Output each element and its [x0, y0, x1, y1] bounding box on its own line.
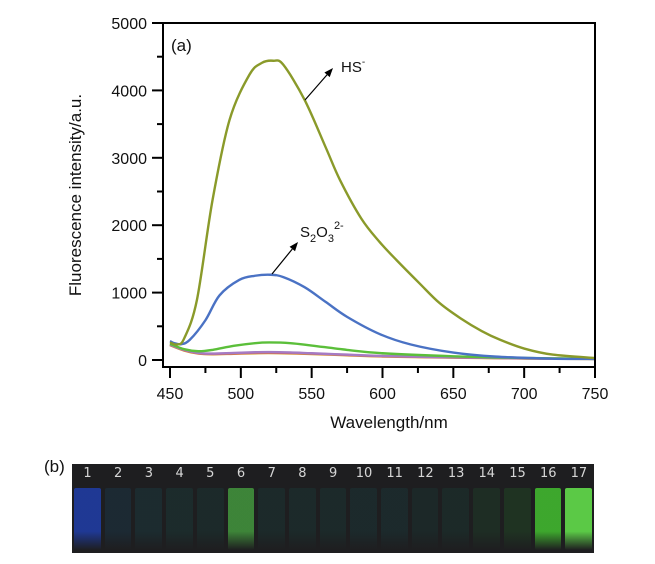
vial-number: 13 — [447, 466, 465, 481]
panel-label-a: (a) — [171, 36, 192, 55]
vial-number: 17 — [570, 466, 588, 481]
x-axis-label: Wavelength/nm — [330, 413, 447, 432]
vial-number: 12 — [417, 466, 434, 481]
y-axis-label: Fluorescence intensity/a.u. — [66, 94, 85, 296]
vial-photo: 1 2 3 4 5 6 7 8 9 10 11 12 13 14 15 16 17 — [72, 464, 594, 553]
annotation-label-hs: HS- — [341, 57, 365, 76]
vial-number: 4 — [175, 466, 184, 481]
s2o3-superscript: 2- — [334, 220, 344, 232]
vial — [74, 488, 101, 550]
vial — [258, 488, 285, 550]
annotation-label-s2o3: S2O32- — [300, 220, 344, 245]
vial — [534, 488, 562, 550]
vial — [411, 488, 439, 550]
x-tick-label: 650 — [440, 386, 467, 403]
hs-text: HS — [341, 59, 362, 76]
vial — [350, 488, 378, 550]
vial — [319, 488, 347, 550]
plot-frame — [162, 22, 596, 368]
arrowhead-s2o3 — [289, 242, 298, 252]
vial — [196, 488, 224, 550]
x-tick-label: 750 — [582, 386, 609, 403]
vial — [135, 488, 163, 550]
vial-number: 14 — [478, 466, 496, 481]
panel-label-b: (b) — [44, 457, 65, 476]
vial-number: 8 — [298, 466, 307, 481]
x-tick-label: 600 — [369, 386, 396, 403]
series-line-s2o3-2- — [169, 273, 596, 361]
vial — [565, 488, 592, 550]
annotation-s2o3: S2O32- — [271, 220, 344, 275]
vial-number: 6 — [236, 466, 246, 481]
hs-superscript: - — [362, 57, 365, 68]
series-line-hs- — [169, 59, 596, 360]
y-tick-label: 0 — [138, 353, 147, 370]
s2o3-sub2: 3 — [328, 233, 334, 245]
x-tick-label: 700 — [511, 386, 538, 403]
y-tick-label: 3000 — [111, 151, 147, 168]
vial — [227, 488, 255, 550]
arrowhead-hs — [324, 68, 333, 78]
fluorescence-chart: 450 500 550 600 650 700 750 0 1000 2000 3000 4000 5… — [66, 16, 609, 432]
y-tick-label: 1000 — [111, 286, 147, 303]
x-axis-ticks: 450 500 550 600 650 700 750 — [157, 367, 609, 403]
vial-number: 5 — [206, 466, 215, 481]
annotation-hs: HS- — [304, 57, 365, 101]
vial-number: 11 — [386, 466, 403, 481]
vial — [288, 488, 316, 550]
y-tick-label: 2000 — [111, 218, 147, 235]
vial — [473, 488, 500, 550]
y-tick-label: 4000 — [111, 83, 147, 100]
vial — [442, 488, 470, 550]
vial-number: 9 — [329, 466, 338, 481]
x-tick-label: 500 — [227, 386, 254, 403]
vial — [104, 488, 132, 550]
vial — [166, 488, 193, 550]
vial-number: 16 — [539, 466, 557, 481]
y-tick-label: 5000 — [111, 16, 147, 33]
annotation-arrow-hs — [304, 74, 328, 101]
vial — [381, 488, 408, 550]
annotation-arrow-s2o3 — [271, 248, 293, 275]
series-line-series-3 — [169, 341, 596, 360]
vial-number: 15 — [509, 466, 526, 481]
x-tick-label: 550 — [298, 386, 325, 403]
vial-number: 3 — [144, 466, 154, 481]
vial-number: 1 — [83, 466, 92, 481]
series-layer — [169, 59, 596, 361]
vial-number: 2 — [114, 466, 123, 481]
vial-number: 7 — [267, 466, 276, 481]
s2o3-o: O — [316, 224, 328, 241]
s2o3-sub1: 2 — [310, 233, 316, 245]
x-tick-label: 450 — [157, 386, 184, 403]
vial-number: 10 — [355, 466, 373, 481]
vial — [503, 488, 531, 550]
s2o3-s: S — [300, 224, 310, 241]
y-axis-ticks: 0 1000 2000 3000 4000 5000 — [111, 16, 163, 370]
